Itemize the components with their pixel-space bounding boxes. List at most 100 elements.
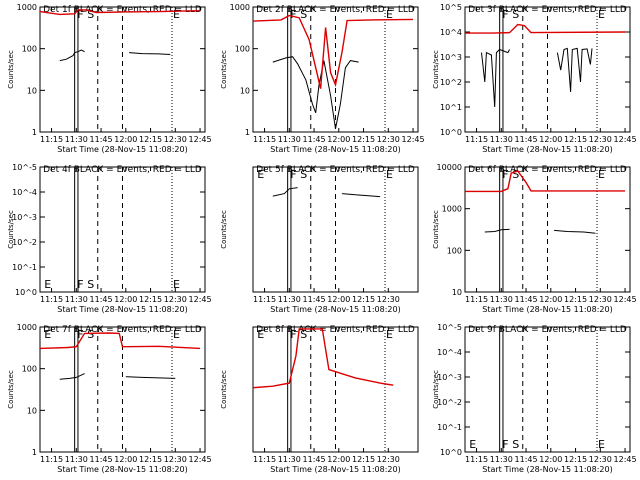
marker-letter-f: F xyxy=(290,328,296,341)
x-axis-label: Start Time (28-Nov-15 11:08:20) xyxy=(482,145,612,154)
marker-letter-s: S xyxy=(300,168,307,181)
y-tick-label: 10^0 xyxy=(15,288,37,297)
x-tick-label: 11:30 xyxy=(278,135,301,144)
y-axis-label: Counts/sec xyxy=(220,370,228,409)
events-series xyxy=(484,228,510,233)
x-tick-label: 11:15 xyxy=(253,135,276,144)
x-tick-label: 11:30 xyxy=(490,135,513,144)
x-axis-label: Start Time (28-Nov-15 11:08:20) xyxy=(270,305,400,314)
x-tick-label: 12:00 xyxy=(114,295,137,304)
y-axis-label: Counts/sec xyxy=(7,50,15,89)
marker-letter-f: F xyxy=(77,8,83,21)
x-tick-label: 12:00 xyxy=(539,295,562,304)
lld-series xyxy=(465,170,625,193)
y-axis-label: Counts/sec xyxy=(432,210,440,249)
lld-series xyxy=(465,23,626,34)
x-axis-label: Start Time (28-Nov-15 11:08:20) xyxy=(57,305,187,314)
y-tick-label: 10^-4 xyxy=(437,348,462,357)
x-tick-label: 12:00 xyxy=(114,135,137,144)
x-tick-label: 12:15 xyxy=(352,455,375,464)
y-tick-label: 100 xyxy=(22,45,37,54)
marker-letter-f: F xyxy=(77,328,83,341)
y-tick-label: 10^-2 xyxy=(12,238,37,247)
marker-letter-e: E xyxy=(257,328,264,341)
y-tick-label: 1 xyxy=(32,128,37,137)
x-tick-label: 12:15 xyxy=(139,295,162,304)
marker-letter-e: E xyxy=(598,438,605,451)
y-tick-label: 10^1 xyxy=(440,103,462,112)
x-tick-label: 11:45 xyxy=(90,135,113,144)
marker-letter-f: F xyxy=(290,168,296,181)
events-series xyxy=(554,229,596,234)
y-tick-label: 1 xyxy=(245,128,250,137)
x-axis-label: Start Time (28-Nov-15 11:08:20) xyxy=(482,465,612,474)
x-tick-label: 12:45 xyxy=(614,135,637,144)
y-axis-label: Counts/sec xyxy=(432,370,440,409)
x-tick-label: 12:45 xyxy=(614,455,637,464)
x-tick-label: 12:45 xyxy=(402,135,425,144)
y-tick-label: 100 xyxy=(447,246,462,255)
marker-letter-e: E xyxy=(386,168,393,181)
events-series xyxy=(129,52,171,55)
y-axis-label: Counts/sec xyxy=(220,50,228,89)
y-tick-label: 1000 xyxy=(17,3,37,12)
x-tick-label: 11:45 xyxy=(303,295,326,304)
y-tick-label: 10 xyxy=(27,86,37,95)
x-tick-label: 11:45 xyxy=(303,135,326,144)
x-tick-label: 12:00 xyxy=(114,455,137,464)
y-tick-label: 1000 xyxy=(230,3,250,12)
marker-letter-s: S xyxy=(512,168,519,181)
x-tick-label: 12:15 xyxy=(139,135,162,144)
x-tick-label: 12:00 xyxy=(327,455,350,464)
y-tick-label: 10^3 xyxy=(440,53,462,62)
marker-letter-s: S xyxy=(512,8,519,21)
x-tick-label: 11:15 xyxy=(465,455,488,464)
marker-letter-s: S xyxy=(87,278,94,291)
events-series xyxy=(125,376,176,379)
y-tick-label: 10^5 xyxy=(440,3,462,12)
marker-letter-e: E xyxy=(386,328,393,341)
y-tick-label: 10^-1 xyxy=(437,423,462,432)
x-tick-label: 11:30 xyxy=(490,455,513,464)
x-tick-label: 11:30 xyxy=(65,135,88,144)
x-tick-label: 12:15 xyxy=(564,455,587,464)
x-tick-label: 12:15 xyxy=(564,135,587,144)
y-tick-label: 10^-5 xyxy=(437,323,462,332)
events-series xyxy=(59,49,85,62)
x-axis-label: Start Time (28-Nov-15 11:08:20) xyxy=(270,465,400,474)
y-axis-label: Counts/sec xyxy=(7,210,15,249)
x-tick-label: 11:45 xyxy=(515,455,538,464)
marker-letter-f: F xyxy=(502,168,508,181)
y-tick-label: 1000 xyxy=(17,323,37,332)
marker-letter-e: E xyxy=(173,328,180,341)
y-tick-label: 100 xyxy=(22,365,37,374)
y-tick-label: 1000 xyxy=(442,205,462,214)
marker-letter-f: F xyxy=(77,278,83,291)
y-tick-label: 10^-1 xyxy=(12,263,37,272)
events-series xyxy=(481,48,511,108)
lld-series xyxy=(39,332,201,350)
lld-series xyxy=(252,14,414,89)
marker-letter-s: S xyxy=(300,8,307,21)
x-tick-label: 12:45 xyxy=(189,135,212,144)
x-axis-label: Start Time (28-Nov-15 11:08:20) xyxy=(57,465,187,474)
marker-letter-f: F xyxy=(290,8,296,21)
y-axis-label: Counts/sec xyxy=(220,210,228,249)
x-tick-label: 12:30 xyxy=(377,135,400,144)
x-tick-label: 12:45 xyxy=(189,455,212,464)
x-tick-label: 11:45 xyxy=(303,455,326,464)
y-tick-label: 10^-5 xyxy=(12,163,37,172)
y-tick-label: 10^0 xyxy=(440,448,462,457)
x-axis-label: Start Time (28-Nov-15 11:08:20) xyxy=(57,145,187,154)
events-series xyxy=(342,193,381,198)
marker-letter-e: E xyxy=(598,8,605,21)
x-tick-label: 11:15 xyxy=(40,295,63,304)
events-series xyxy=(556,47,593,92)
